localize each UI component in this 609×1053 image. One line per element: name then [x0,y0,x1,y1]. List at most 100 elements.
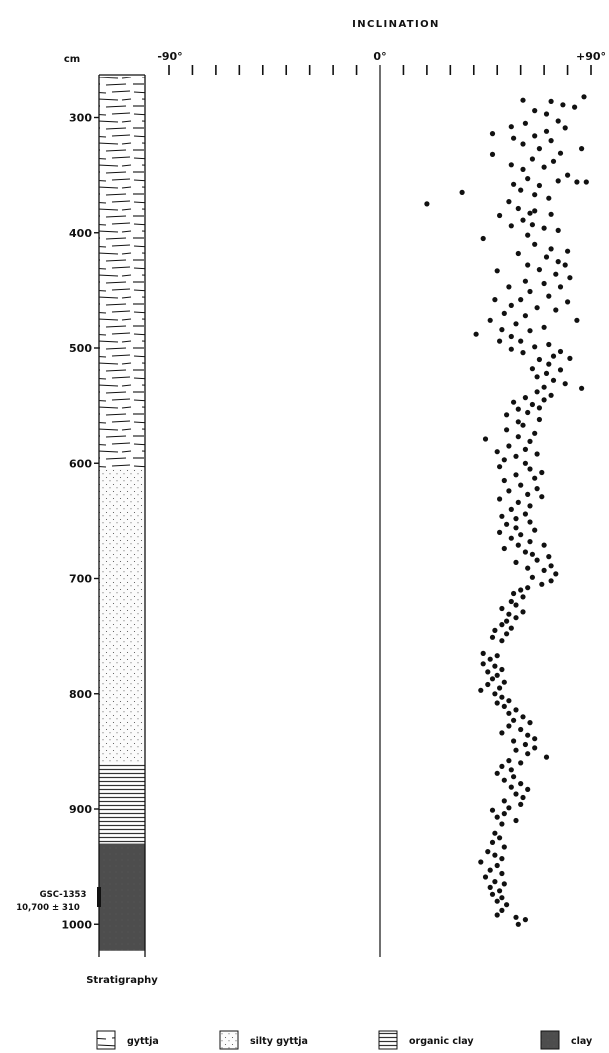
inclination-point [532,208,538,214]
inclination-point [555,259,561,265]
inclination-point [565,248,571,254]
inclination-point [522,511,529,517]
inclination-point [520,714,526,720]
inclination-point [501,811,507,817]
inclination-point [553,307,559,313]
radiocarbon-sample-id: GSC-1353 [40,890,87,900]
inclination-point [492,663,498,669]
inclination-point [497,496,503,502]
inclination-point [548,392,554,398]
inclination-point [518,760,524,766]
inclination-point [525,732,531,738]
inclination-point [492,830,498,836]
inclination-point [557,284,564,290]
inclination-point [548,98,554,104]
inclination-point [550,353,557,359]
inclination-point [527,328,533,334]
inclination-point [499,730,505,736]
inclination-point [480,235,486,242]
inclination-point [501,545,507,552]
inclination-point [518,482,524,488]
inclination-point [459,189,465,195]
inclination-point [510,135,517,141]
inclination-point [489,839,496,846]
inclination-point [497,464,503,470]
inclination-point [565,172,571,178]
inclination-point [520,794,526,801]
inclination-point [506,710,512,716]
inclination-point [522,446,529,452]
y-tick-label: 700 [69,573,92,586]
legend-label-clay: clay [571,1036,593,1047]
inclination-point [485,669,491,675]
inclination-point [499,895,505,901]
inclination-point [499,622,505,628]
inclination-point [515,250,521,257]
inclination-point [534,557,540,563]
inclination-point [501,679,507,685]
inclination-point [553,571,559,577]
inclination-point [536,405,543,411]
inclination-point [543,111,550,117]
inclination-point [518,338,524,344]
inclination-point [501,477,507,484]
inclination-point [499,513,505,519]
inclination-point [562,125,568,131]
inclination-point [529,156,536,162]
inclination-point [536,146,543,152]
inclination-point [529,574,536,580]
y-tick-label: 600 [69,457,92,470]
inclination-point [497,685,503,691]
inclination-point [541,225,547,231]
inclination-point [494,814,500,820]
inclination-point [539,469,545,476]
inclination-point [499,907,505,914]
inclination-point [492,627,498,634]
inclination-point [499,856,505,862]
inclination-point [494,770,500,776]
inclination-point [508,784,514,790]
inclination-point [525,409,531,416]
inclination-point [541,542,547,548]
inclination-point [522,395,529,401]
inclination-point [515,921,521,927]
legend-swatch-clay [540,1030,560,1050]
inclination-point [499,763,505,770]
inclination-point [534,486,540,492]
inclination-point [508,162,514,168]
inclination-point [510,738,517,744]
inclination-point [525,585,531,591]
inclination-point [489,891,496,897]
inclination-point [520,350,526,356]
inclination-point [492,297,498,303]
x-tick-label-minus-90: -90° [157,50,182,63]
inclination-point [504,631,510,637]
inclination-point [574,179,580,185]
inclination-point [508,333,514,340]
inclination-point [546,361,552,367]
inclination-point [513,817,519,824]
inclination-point [553,271,559,277]
inclination-point [536,356,543,363]
inclination-point [504,427,510,433]
inclination-point [527,466,533,472]
inclination-point [541,164,547,170]
inclination-point [504,902,510,908]
inclination-point [497,888,503,894]
inclination-point [520,97,526,103]
inclination-point [513,321,519,327]
inclination-point [532,133,538,139]
inclination-point [513,559,519,566]
inclination-point [520,141,526,147]
inclination-point [525,176,531,182]
inclination-point [543,254,550,260]
inclination-point [487,317,493,323]
inclination-point [518,726,524,733]
legend-swatch-organic [378,1030,398,1050]
inclination-point [513,707,519,713]
inclination-point [501,777,507,783]
inclination-point [532,475,538,481]
inclination-point [494,449,500,455]
strat-unit-clay [99,843,145,951]
